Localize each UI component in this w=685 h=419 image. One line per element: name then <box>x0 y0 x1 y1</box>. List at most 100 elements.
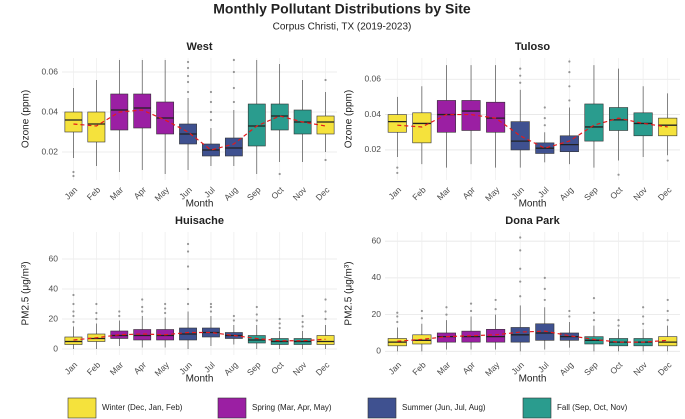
outlier <box>232 58 235 62</box>
y-tick-label: 60 <box>49 253 59 263</box>
box <box>658 117 678 137</box>
box <box>486 101 506 133</box>
box <box>316 115 335 135</box>
outlier <box>592 311 596 314</box>
x-tick-label: Nov <box>291 359 309 377</box>
outlier <box>568 71 571 74</box>
box <box>461 100 481 131</box>
x-tick-label: Sep <box>245 185 263 203</box>
mean-line <box>73 109 326 151</box>
outlier <box>209 302 213 306</box>
outlier <box>232 314 235 318</box>
outlier <box>324 317 327 321</box>
outlier <box>164 307 167 310</box>
outlier <box>118 310 121 313</box>
box <box>87 111 106 143</box>
x-tick-label: Dec <box>314 184 332 202</box>
x-tick-label: May <box>153 359 172 378</box>
box <box>387 114 407 133</box>
legend-swatch <box>522 397 552 419</box>
outlier <box>324 310 327 313</box>
outlier <box>666 309 669 313</box>
outlier <box>324 298 327 301</box>
y-tick-label: 0 <box>53 343 58 353</box>
outlier <box>301 325 304 328</box>
x-tick-label: Aug <box>557 185 575 203</box>
outlier <box>519 74 522 77</box>
mean-line <box>73 331 326 342</box>
outlier <box>232 100 235 104</box>
box <box>633 112 653 137</box>
outlier <box>568 309 571 313</box>
outlier <box>95 302 98 306</box>
x-tick-label: Jul <box>202 185 217 200</box>
outlier <box>617 324 620 327</box>
x-axis-label: Month <box>519 374 547 385</box>
legend-swatch <box>217 397 247 419</box>
x-tick-label: Oct <box>269 359 286 376</box>
x-tick-label: Aug <box>222 360 240 378</box>
outlier <box>278 172 281 176</box>
y-tick-label: 0.04 <box>364 109 381 119</box>
outlier <box>519 249 522 252</box>
outlier <box>278 322 281 325</box>
outlier <box>209 100 213 104</box>
box <box>486 328 506 343</box>
x-tick-label: Dec <box>656 184 674 202</box>
outlier <box>519 295 522 298</box>
outlier <box>617 173 620 176</box>
x-tick-label: Feb <box>85 360 103 378</box>
mean-line <box>397 330 668 343</box>
x-tick-label: Oct <box>269 184 286 201</box>
box <box>224 137 243 157</box>
x-tick-label: Aug <box>557 360 575 378</box>
outlier <box>617 319 620 322</box>
outlier <box>642 322 645 325</box>
outlier <box>396 171 399 175</box>
outlier <box>209 90 213 94</box>
panel-title: Dona Park <box>505 215 560 227</box>
outlier <box>255 313 258 316</box>
legend-swatch <box>367 397 397 419</box>
chart-subtitle: Corpus Christi, TX (2019-2023) <box>273 22 412 33</box>
panel-title: West <box>186 41 212 53</box>
legend-label: Summer (Jun, Jul, Aug) <box>402 403 486 412</box>
chart-title: Monthly Pollutant Distributions by Site <box>213 1 471 17</box>
outlier <box>72 170 75 174</box>
y-axis-label: PM2.5 (μg/m³) <box>344 261 355 325</box>
legend-swatch <box>67 397 97 419</box>
outlier <box>543 298 546 302</box>
outlier <box>543 124 546 127</box>
x-tick-label: Apr <box>460 360 477 377</box>
outlier <box>232 70 235 74</box>
outlier <box>568 315 571 318</box>
outlier <box>141 310 144 313</box>
outlier <box>519 67 522 70</box>
outlier <box>543 287 546 291</box>
x-tick-label: Feb <box>410 185 428 203</box>
x-tick-label: Mar <box>435 185 453 203</box>
legend-label: Fall (Sep, Oct, Nov) <box>557 403 628 412</box>
x-axis-label: Month <box>186 199 214 210</box>
outlier <box>324 78 327 82</box>
outlier <box>255 319 258 322</box>
x-axis-label: Month <box>186 374 214 385</box>
outlier <box>164 302 167 306</box>
legend-label: Winter (Dec, Jan, Feb) <box>102 403 183 412</box>
outlier <box>568 85 571 88</box>
y-axis-label: Ozone (ppm) <box>21 90 32 148</box>
outlier <box>186 60 190 64</box>
outlier <box>519 280 522 283</box>
y-tick-label: 0.04 <box>41 106 58 116</box>
x-tick-label: Feb <box>410 360 428 378</box>
outlier <box>543 117 546 120</box>
y-tick-label: 0 <box>376 346 381 356</box>
y-tick-label: 20 <box>49 313 59 323</box>
outlier <box>592 296 596 300</box>
outlier <box>592 319 596 322</box>
outlier <box>255 305 258 309</box>
outlier <box>642 315 645 318</box>
y-tick-label: 0.02 <box>364 144 381 154</box>
box <box>510 121 530 151</box>
